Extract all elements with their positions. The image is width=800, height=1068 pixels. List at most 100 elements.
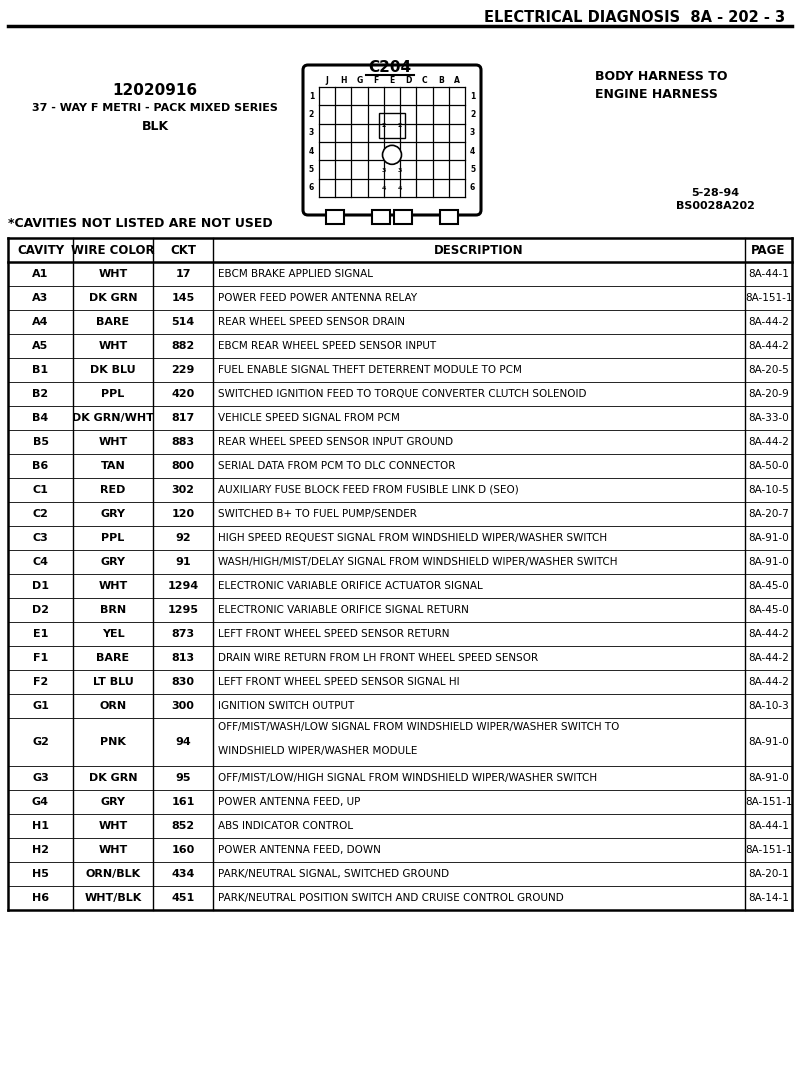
Text: 813: 813 xyxy=(171,653,194,663)
Text: GRY: GRY xyxy=(101,509,126,519)
Bar xyxy=(326,210,344,224)
Text: *CAVITIES NOT LISTED ARE NOT USED: *CAVITIES NOT LISTED ARE NOT USED xyxy=(8,217,273,230)
Text: YEL: YEL xyxy=(102,629,124,639)
Text: 91: 91 xyxy=(175,557,191,567)
Text: 3: 3 xyxy=(398,168,402,173)
Text: 882: 882 xyxy=(171,341,194,351)
Text: BARE: BARE xyxy=(97,653,130,663)
Text: PPL: PPL xyxy=(102,389,125,399)
Text: A5: A5 xyxy=(32,341,49,351)
Text: A4: A4 xyxy=(32,317,49,327)
Text: WHT: WHT xyxy=(98,437,128,447)
Text: E: E xyxy=(390,76,394,85)
Text: 4: 4 xyxy=(309,146,314,156)
Text: G4: G4 xyxy=(32,797,49,807)
Text: D: D xyxy=(405,76,411,85)
Text: 8A-20-9: 8A-20-9 xyxy=(748,389,789,399)
Text: IGNITION SWITCH OUTPUT: IGNITION SWITCH OUTPUT xyxy=(218,701,354,711)
Text: 800: 800 xyxy=(171,461,194,471)
Text: WINDSHIELD WIPER/WASHER MODULE: WINDSHIELD WIPER/WASHER MODULE xyxy=(218,747,418,756)
Text: A: A xyxy=(454,76,460,85)
Text: OFF/MIST/LOW/HIGH SIGNAL FROM WINDSHIELD WIPER/WASHER SWITCH: OFF/MIST/LOW/HIGH SIGNAL FROM WINDSHIELD… xyxy=(218,773,597,783)
Text: REAR WHEEL SPEED SENSOR DRAIN: REAR WHEEL SPEED SENSOR DRAIN xyxy=(218,317,405,327)
Text: 8A-14-1: 8A-14-1 xyxy=(748,893,789,904)
FancyBboxPatch shape xyxy=(303,65,481,215)
Text: LEFT FRONT WHEEL SPEED SENSOR RETURN: LEFT FRONT WHEEL SPEED SENSOR RETURN xyxy=(218,629,450,639)
Text: 8A-91-0: 8A-91-0 xyxy=(748,557,789,567)
Text: 8A-91-0: 8A-91-0 xyxy=(748,737,789,747)
Text: 8A-91-0: 8A-91-0 xyxy=(748,533,789,543)
Text: HIGH SPEED REQUEST SIGNAL FROM WINDSHIELD WIPER/WASHER SWITCH: HIGH SPEED REQUEST SIGNAL FROM WINDSHIEL… xyxy=(218,533,607,543)
Text: 8A-91-0: 8A-91-0 xyxy=(748,773,789,783)
Text: 8A-151-1: 8A-151-1 xyxy=(745,845,792,855)
Text: 161: 161 xyxy=(171,797,194,807)
Text: 8A-45-0: 8A-45-0 xyxy=(748,581,789,591)
Text: G2: G2 xyxy=(32,737,49,747)
Text: 95: 95 xyxy=(175,773,190,783)
Text: WIRE COLOR: WIRE COLOR xyxy=(71,244,155,256)
Text: G: G xyxy=(357,76,362,85)
Text: WHT: WHT xyxy=(98,845,128,855)
Text: RED: RED xyxy=(100,485,126,494)
Text: 817: 817 xyxy=(171,413,194,423)
Text: 8A-44-1: 8A-44-1 xyxy=(748,269,789,279)
Bar xyxy=(372,210,390,224)
Text: 3: 3 xyxy=(309,128,314,138)
Text: 1: 1 xyxy=(470,92,475,100)
Text: REAR WHEEL SPEED SENSOR INPUT GROUND: REAR WHEEL SPEED SENSOR INPUT GROUND xyxy=(218,437,453,447)
Text: EBCM REAR WHEEL SPEED SENSOR INPUT: EBCM REAR WHEEL SPEED SENSOR INPUT xyxy=(218,341,436,351)
Circle shape xyxy=(382,145,402,164)
Text: C4: C4 xyxy=(33,557,49,567)
Text: POWER ANTENNA FEED, UP: POWER ANTENNA FEED, UP xyxy=(218,797,360,807)
Text: PARK/NEUTRAL POSITION SWITCH AND CRUISE CONTROL GROUND: PARK/NEUTRAL POSITION SWITCH AND CRUISE … xyxy=(218,893,564,904)
Text: H2: H2 xyxy=(32,845,49,855)
Bar xyxy=(440,210,458,224)
Text: 8A-44-2: 8A-44-2 xyxy=(748,437,789,447)
Text: 120: 120 xyxy=(171,509,194,519)
Text: 8A-44-2: 8A-44-2 xyxy=(748,629,789,639)
Text: B2: B2 xyxy=(33,389,49,399)
Text: J: J xyxy=(326,76,329,85)
Text: C1: C1 xyxy=(33,485,49,494)
Text: 514: 514 xyxy=(171,317,194,327)
Text: FUEL ENABLE SIGNAL THEFT DETERRENT MODULE TO PCM: FUEL ENABLE SIGNAL THEFT DETERRENT MODUL… xyxy=(218,365,522,375)
Text: B4: B4 xyxy=(32,413,49,423)
Text: H1: H1 xyxy=(32,821,49,831)
Text: DK GRN/WHT: DK GRN/WHT xyxy=(72,413,154,423)
Text: WHT/BLK: WHT/BLK xyxy=(84,893,142,904)
Text: F: F xyxy=(373,76,378,85)
Text: CAVITY: CAVITY xyxy=(17,244,64,256)
Text: 8A-10-3: 8A-10-3 xyxy=(748,701,789,711)
Text: 883: 883 xyxy=(171,437,194,447)
Text: 8A-44-2: 8A-44-2 xyxy=(748,317,789,327)
Text: SWITCHED IGNITION FEED TO TORQUE CONVERTER CLUTCH SOLENOID: SWITCHED IGNITION FEED TO TORQUE CONVERT… xyxy=(218,389,586,399)
Bar xyxy=(394,210,412,224)
Text: 300: 300 xyxy=(171,701,194,711)
Text: 1: 1 xyxy=(309,92,314,100)
Text: 830: 830 xyxy=(171,677,194,687)
Text: LEFT FRONT WHEEL SPEED SENSOR SIGNAL HI: LEFT FRONT WHEEL SPEED SENSOR SIGNAL HI xyxy=(218,677,460,687)
Text: 92: 92 xyxy=(175,533,191,543)
Text: 4: 4 xyxy=(382,186,386,191)
Text: ELECTRONIC VARIABLE ORIFICE SIGNAL RETURN: ELECTRONIC VARIABLE ORIFICE SIGNAL RETUR… xyxy=(218,604,469,615)
Text: 2: 2 xyxy=(470,110,475,119)
Text: PARK/NEUTRAL SIGNAL, SWITCHED GROUND: PARK/NEUTRAL SIGNAL, SWITCHED GROUND xyxy=(218,869,449,879)
Text: BLK: BLK xyxy=(142,120,169,134)
Text: 8A-20-7: 8A-20-7 xyxy=(748,509,789,519)
Text: C2: C2 xyxy=(33,509,49,519)
Text: G3: G3 xyxy=(32,773,49,783)
Text: 5: 5 xyxy=(470,164,475,174)
Text: 3: 3 xyxy=(470,128,475,138)
Text: 8A-44-1: 8A-44-1 xyxy=(748,821,789,831)
Text: F2: F2 xyxy=(33,677,48,687)
Text: 94: 94 xyxy=(175,737,191,747)
Text: SWITCHED B+ TO FUEL PUMP/SENDER: SWITCHED B+ TO FUEL PUMP/SENDER xyxy=(218,509,417,519)
Text: 8A-20-1: 8A-20-1 xyxy=(748,869,789,879)
Text: 8A-151-1: 8A-151-1 xyxy=(745,797,792,807)
Text: DRAIN WIRE RETURN FROM LH FRONT WHEEL SPEED SENSOR: DRAIN WIRE RETURN FROM LH FRONT WHEEL SP… xyxy=(218,653,538,663)
Text: B1: B1 xyxy=(33,365,49,375)
Text: H: H xyxy=(340,76,346,85)
Text: 8A-44-2: 8A-44-2 xyxy=(748,653,789,663)
Text: EBCM BRAKE APPLIED SIGNAL: EBCM BRAKE APPLIED SIGNAL xyxy=(218,269,373,279)
Text: DESCRIPTION: DESCRIPTION xyxy=(434,244,524,256)
